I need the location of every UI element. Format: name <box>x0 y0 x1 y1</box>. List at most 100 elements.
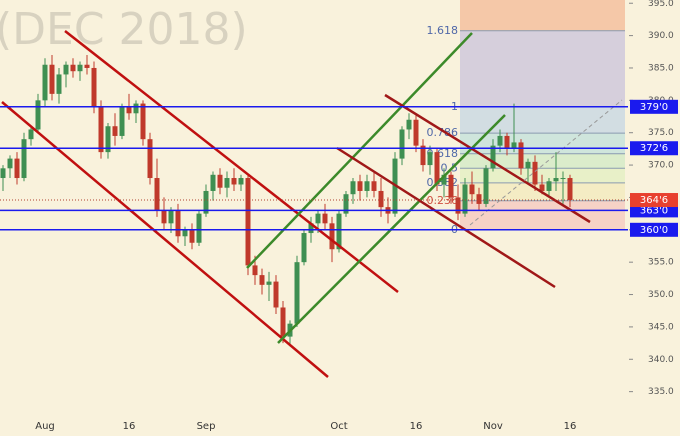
candle-body <box>133 103 139 114</box>
candle-body <box>511 142 517 149</box>
candle-body <box>518 142 524 169</box>
x-tick-label: Oct <box>330 421 347 432</box>
candle-body <box>308 223 314 234</box>
channel-line <box>336 146 556 289</box>
y-tick-label: 395.0 <box>648 0 674 9</box>
candle-body <box>553 178 559 182</box>
level-label: 363'0 <box>640 205 668 216</box>
candle-body <box>231 178 237 185</box>
candle-body <box>182 229 188 237</box>
last-price-label: 364'6 <box>640 195 668 206</box>
candle-body <box>224 178 230 188</box>
candle-body <box>469 184 475 195</box>
candle-body <box>84 64 90 68</box>
dashed-trend <box>469 99 623 226</box>
x-tick-label: 16 <box>564 421 577 432</box>
level-label: 360'0 <box>640 225 668 236</box>
level-label: 372'6 <box>640 143 668 154</box>
y-tick-label: 385.0 <box>648 63 674 73</box>
trend-lines <box>1 30 623 378</box>
candle-body <box>497 135 503 146</box>
fib-band <box>460 0 625 31</box>
candle-body <box>532 161 538 185</box>
candle-body <box>147 139 153 179</box>
channel-line <box>384 93 591 224</box>
candle-body <box>42 64 48 101</box>
candle-body <box>315 213 321 224</box>
candle-body <box>322 213 328 224</box>
candle-body <box>154 178 160 211</box>
x-tick-label: Aug <box>35 421 55 432</box>
y-tick-label: 350.0 <box>648 290 674 300</box>
candle-body <box>28 129 34 140</box>
candle-body <box>357 181 363 191</box>
channel-line <box>64 30 399 293</box>
candle-body <box>462 184 468 214</box>
candle-body <box>49 64 55 94</box>
candle-body <box>490 145 496 169</box>
candle-body <box>0 168 6 179</box>
x-tick-label: Nov <box>483 421 503 432</box>
candle-body <box>301 233 307 263</box>
candle-body <box>119 106 125 136</box>
candle-body <box>525 161 531 169</box>
y-tick-label: 375.0 <box>648 128 674 138</box>
fib-band <box>460 153 625 169</box>
fib-label: 1.618 <box>427 24 459 37</box>
candle-body <box>70 64 76 72</box>
candle-body <box>504 135 510 149</box>
level-box <box>630 222 678 237</box>
fib-band <box>460 30 625 107</box>
y-tick-label: 345.0 <box>648 322 674 332</box>
channel-line <box>277 114 506 344</box>
candle-body <box>196 213 202 243</box>
candle-body <box>217 174 223 188</box>
channel-line <box>246 32 473 269</box>
candle-body <box>560 178 566 180</box>
candle-body <box>105 126 111 153</box>
candle-body <box>252 265 258 276</box>
candle-body <box>189 229 195 243</box>
candle-body <box>476 194 482 204</box>
candle-body <box>539 184 545 191</box>
candle-body <box>364 181 370 191</box>
candle-body <box>210 174 216 191</box>
candle-body <box>567 178 573 201</box>
candle-body <box>273 281 279 308</box>
candle-body <box>259 275 265 285</box>
level-box <box>630 99 678 114</box>
candle-body <box>448 174 454 198</box>
candle-body <box>294 262 300 324</box>
candle-body <box>175 210 181 237</box>
candle-body <box>420 145 426 166</box>
watermark: (DEC 2018) <box>0 4 248 55</box>
candle-body <box>126 106 132 114</box>
candle-body <box>350 181 356 195</box>
candle-body <box>483 168 489 204</box>
candle-body <box>266 281 272 285</box>
y-tick-label: 370.0 <box>648 161 674 171</box>
y-tick-label: 355.0 <box>648 258 674 268</box>
candle-body <box>406 119 412 130</box>
candle-body <box>14 158 20 179</box>
candle-body <box>21 139 27 179</box>
candle-body <box>98 106 104 153</box>
fib-label: 0.618 <box>427 147 459 160</box>
candle-body <box>413 119 419 146</box>
candles <box>0 55 573 347</box>
candle-body <box>371 181 377 191</box>
candle-body <box>280 307 286 337</box>
candle-body <box>112 126 118 136</box>
candle-body <box>168 210 174 224</box>
candle-body <box>63 64 69 75</box>
candle-body <box>378 190 384 208</box>
candle-body <box>56 74 62 94</box>
channel-line <box>1 101 329 378</box>
y-tick-label: 335.0 <box>648 387 674 397</box>
candle-body <box>161 210 167 224</box>
candle-body <box>399 129 405 159</box>
y-tick-label: 340.0 <box>648 355 674 365</box>
last-price-box <box>630 193 678 208</box>
candle-body <box>455 197 461 214</box>
